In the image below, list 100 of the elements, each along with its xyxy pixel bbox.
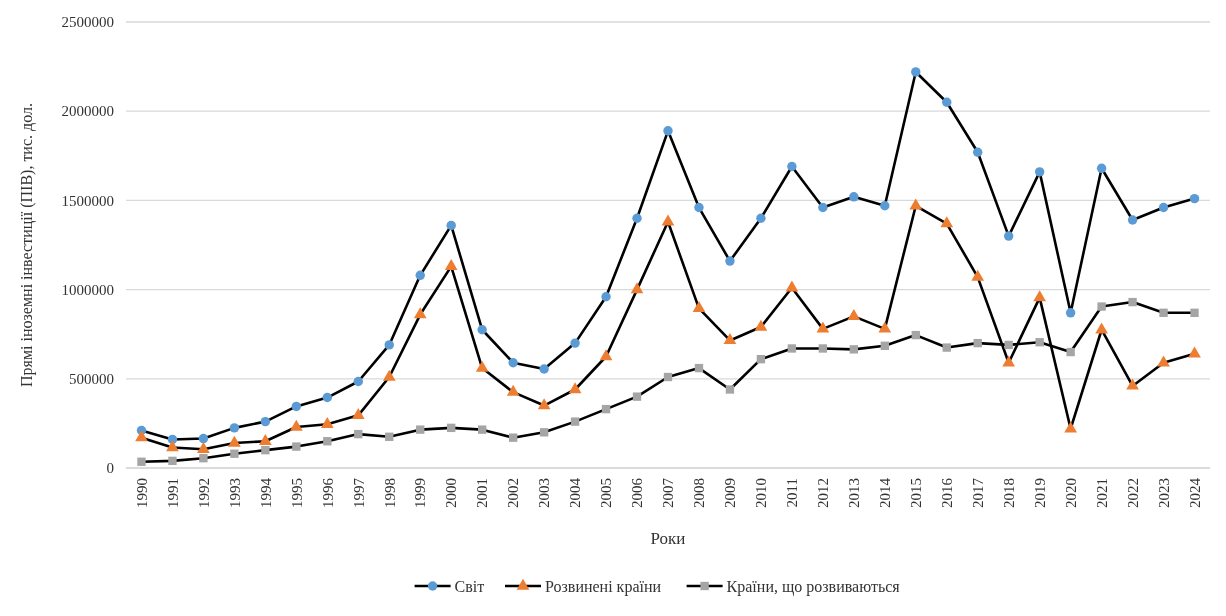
x-tick-label: 2004 [567, 477, 584, 508]
x-tick-label: 2021 [1093, 478, 1110, 508]
point [385, 432, 394, 441]
legend-label: Країни, що розвиваються [726, 577, 901, 596]
point [537, 398, 551, 410]
x-tick-label: 2002 [505, 478, 522, 508]
point [261, 445, 270, 455]
point [1065, 308, 1076, 318]
point [444, 259, 458, 271]
point [382, 369, 396, 381]
point [568, 382, 582, 394]
point [1127, 215, 1138, 225]
point [787, 344, 797, 353]
point [539, 364, 549, 374]
point [785, 280, 799, 292]
x-tick-label: 2019 [1031, 478, 1048, 508]
point [354, 429, 363, 439]
x-tick-label: 2014 [877, 477, 894, 508]
legend-label: Світ [454, 577, 485, 595]
x-tick-label: 1999 [412, 478, 429, 508]
x-tick-label: 2024 [1186, 477, 1203, 508]
x-tick-label: 1990 [133, 478, 150, 508]
point [322, 392, 333, 403]
point [663, 126, 673, 136]
x-tick-label: 2006 [629, 477, 646, 508]
point [384, 340, 394, 350]
point [818, 202, 828, 213]
x-tick-label: 2000 [443, 478, 460, 508]
point [1034, 167, 1045, 177]
point [351, 408, 365, 420]
point [1064, 421, 1077, 433]
x-tick-label: 2023 [1155, 478, 1172, 508]
x-axis-title: Роки [650, 529, 686, 548]
x-tick-label: 2010 [753, 478, 770, 508]
y-tick-label: 500000 [69, 371, 114, 388]
x-tick-label: 2022 [1124, 478, 1141, 508]
x-tick-label: 2011 [784, 478, 801, 508]
x-tick-label: 2017 [969, 477, 986, 508]
point [1095, 322, 1108, 334]
x-tick-label: 2003 [536, 478, 553, 508]
point [320, 416, 334, 428]
point [1158, 202, 1169, 213]
x-tick-label: 2015 [908, 478, 925, 508]
point [1066, 347, 1075, 357]
point [230, 449, 239, 458]
point [291, 401, 302, 412]
point [1004, 340, 1013, 350]
point [137, 457, 146, 466]
point [973, 338, 982, 348]
point [447, 423, 456, 433]
x-tick-label: 2013 [846, 478, 863, 508]
point [878, 321, 892, 333]
point [972, 147, 983, 157]
y-tick-label: 2000000 [61, 103, 114, 120]
point [135, 430, 148, 442]
point [413, 307, 427, 319]
point [816, 321, 830, 333]
point [632, 392, 642, 401]
point [477, 325, 487, 335]
point [228, 435, 241, 447]
point [323, 437, 332, 446]
point [599, 349, 613, 361]
point [723, 333, 737, 345]
point [1033, 290, 1047, 302]
point [1128, 297, 1137, 307]
legend-label: Розвинені країни [545, 577, 662, 596]
point [1157, 355, 1170, 367]
point [477, 425, 487, 434]
point [911, 67, 921, 77]
point [1189, 193, 1200, 204]
point [475, 360, 489, 372]
point [849, 192, 859, 202]
point [942, 343, 951, 352]
point [818, 344, 828, 353]
x-tick-label: 1992 [195, 478, 212, 508]
point [570, 338, 580, 348]
point [446, 220, 456, 231]
point [694, 202, 704, 213]
point [508, 358, 518, 368]
point [787, 161, 797, 172]
point [849, 345, 859, 354]
point [632, 213, 642, 223]
x-tick-label: 1994 [257, 477, 274, 508]
x-tick-label: 2008 [691, 478, 708, 508]
x-tick-label: 2005 [598, 478, 615, 508]
point [692, 300, 706, 312]
point [506, 384, 520, 396]
point [229, 423, 240, 433]
point [601, 404, 611, 414]
point [847, 309, 861, 321]
point [198, 433, 209, 444]
x-tick-label: 2020 [1062, 478, 1079, 508]
point [1003, 231, 1014, 241]
x-tick-label: 2012 [815, 478, 832, 508]
point [661, 214, 675, 226]
point [166, 440, 179, 452]
point [353, 376, 364, 387]
y-tick-label: 0 [106, 460, 114, 477]
x-tick-label: 1997 [350, 477, 367, 508]
point [880, 341, 889, 350]
